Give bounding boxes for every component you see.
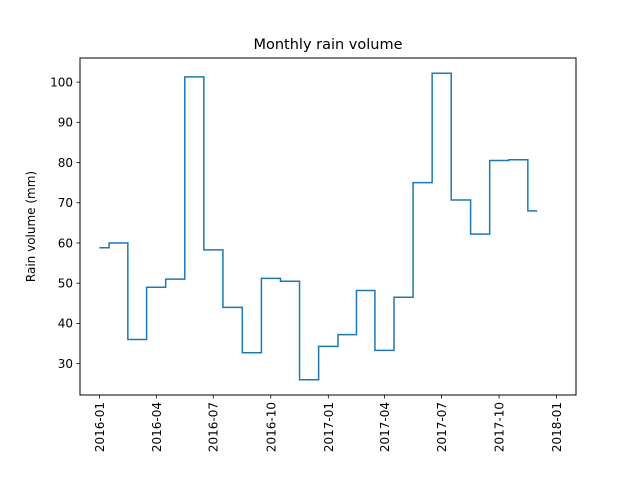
y-tick-label: 40 [58,317,73,331]
y-tick-label: 30 [58,357,73,371]
x-tick-label: 2017-07 [435,402,449,452]
x-tick-label: 2016-01 [93,402,107,452]
x-tick-label: 2017-01 [322,402,336,452]
y-tick-label: 80 [58,156,73,170]
y-axis-label: Rain volume (mm) [24,171,38,282]
x-tick-label: 2017-04 [378,402,392,452]
y-tick-label: 90 [58,116,73,130]
y-tick-label: 60 [58,236,73,250]
x-tick-label: 2016-07 [207,402,221,452]
x-tick-label: 2016-04 [150,402,164,452]
chart-title: Monthly rain volume [253,37,402,53]
y-tick-label: 100 [50,75,73,89]
y-tick-label: 70 [58,196,73,210]
series-line-rain-volume [99,72,538,381]
x-tick-label: 2017-10 [493,402,507,452]
plot-frame [79,57,577,396]
x-tick-label: 2016-10 [264,402,278,452]
x-tick-label: 2018-01 [550,402,564,452]
y-tick-label: 50 [58,277,73,291]
